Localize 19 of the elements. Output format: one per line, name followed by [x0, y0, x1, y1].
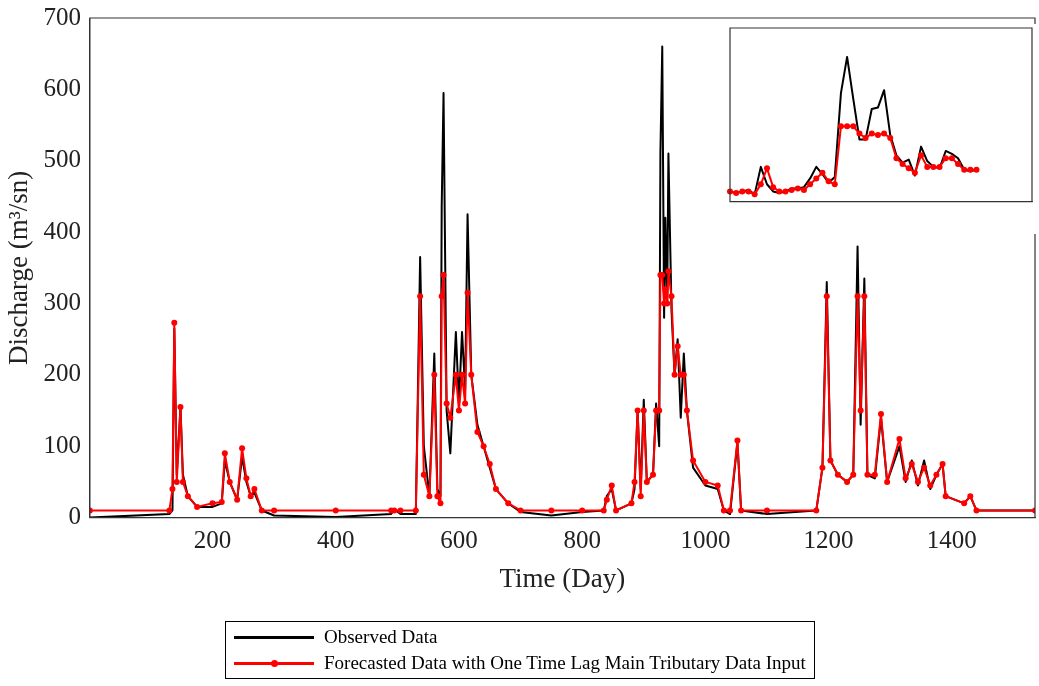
y-tick-label: 0 — [68, 502, 81, 530]
x-tick-label: 1200 — [803, 526, 854, 554]
x-tick-label: 200 — [193, 526, 232, 554]
x-tick-label: 1400 — [926, 526, 977, 554]
y-tick-label: 600 — [43, 73, 81, 101]
y-tick-label: 500 — [43, 145, 81, 173]
y-tick-label: 200 — [43, 359, 81, 387]
x-axis-title: Time (Day) — [499, 562, 626, 593]
x-tick-label: 800 — [563, 526, 601, 554]
x-tick-label: 1000 — [680, 526, 731, 554]
x-tick-label: 400 — [316, 526, 355, 554]
y-tick-label: 300 — [43, 288, 81, 316]
legend-label: Forecasted Data with One Time Lag Main Tributary Data Input — [324, 652, 806, 674]
y-tick-label: 700 — [43, 2, 81, 30]
y-tick-label: 100 — [43, 430, 81, 458]
legend-label: Observed Data — [324, 626, 438, 648]
y-axis-title: Discharge (m³/sn) — [3, 170, 34, 365]
y-tick-label: 400 — [43, 216, 81, 244]
x-tick-label: 600 — [440, 526, 478, 554]
